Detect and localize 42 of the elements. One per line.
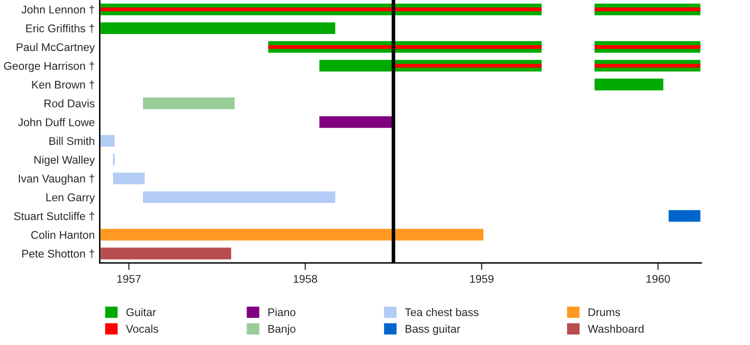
y-tick-label: Paul McCartney (16, 42, 95, 54)
y-tick-label: Stuart Sutcliffe † (14, 212, 94, 221)
y-tick-label: Eric Griffiths † (26, 24, 94, 33)
x-tick-label: 1960 (646, 274, 670, 283)
bar (594, 78, 664, 90)
y-tick-label: Nigel Walley (34, 156, 95, 166)
bar (668, 210, 700, 222)
y-tick-label: Bill Smith (49, 136, 94, 145)
bar (100, 22, 336, 34)
legend-label: Piano (268, 308, 296, 316)
y-tick-label: Len Garry (46, 193, 95, 204)
bar (319, 116, 394, 128)
bar (100, 248, 232, 260)
bar (594, 45, 700, 49)
x-tick-label: 1959 (470, 274, 494, 283)
legend-label: Bass guitar (406, 324, 460, 335)
y-tick-label: Rod Davis (44, 99, 94, 108)
legend-label: Banjo (268, 324, 296, 335)
y-tick-label: John Lennon † (22, 5, 94, 14)
bar (112, 172, 145, 184)
bar (268, 45, 542, 49)
x-tick-label: 1957 (117, 274, 141, 283)
legend-label: Washboard (588, 324, 644, 333)
bar (142, 97, 235, 110)
legend-label: Vocals (126, 324, 158, 333)
bar (100, 135, 115, 147)
bar (100, 228, 484, 241)
bar (100, 8, 542, 12)
bar (393, 64, 542, 68)
y-tick-label: Ken Brown † (32, 80, 94, 90)
y-tick-label: John Duff Lowe (18, 118, 94, 126)
y-tick-label: George Harrison † (4, 62, 94, 72)
y-tick-label: Colin Hanton (31, 230, 94, 239)
bar (142, 191, 336, 203)
legend-label: Guitar (126, 308, 156, 316)
y-tick-label: Ivan Vaughan † (18, 174, 94, 185)
legend-label: Tea chest bass (405, 308, 478, 316)
legend-label: Drums (588, 308, 620, 316)
bar (594, 64, 700, 68)
bar (594, 8, 700, 12)
x-tick-label: 1958 (294, 274, 318, 283)
y-tick-label: Pete Shotton † (22, 249, 94, 258)
